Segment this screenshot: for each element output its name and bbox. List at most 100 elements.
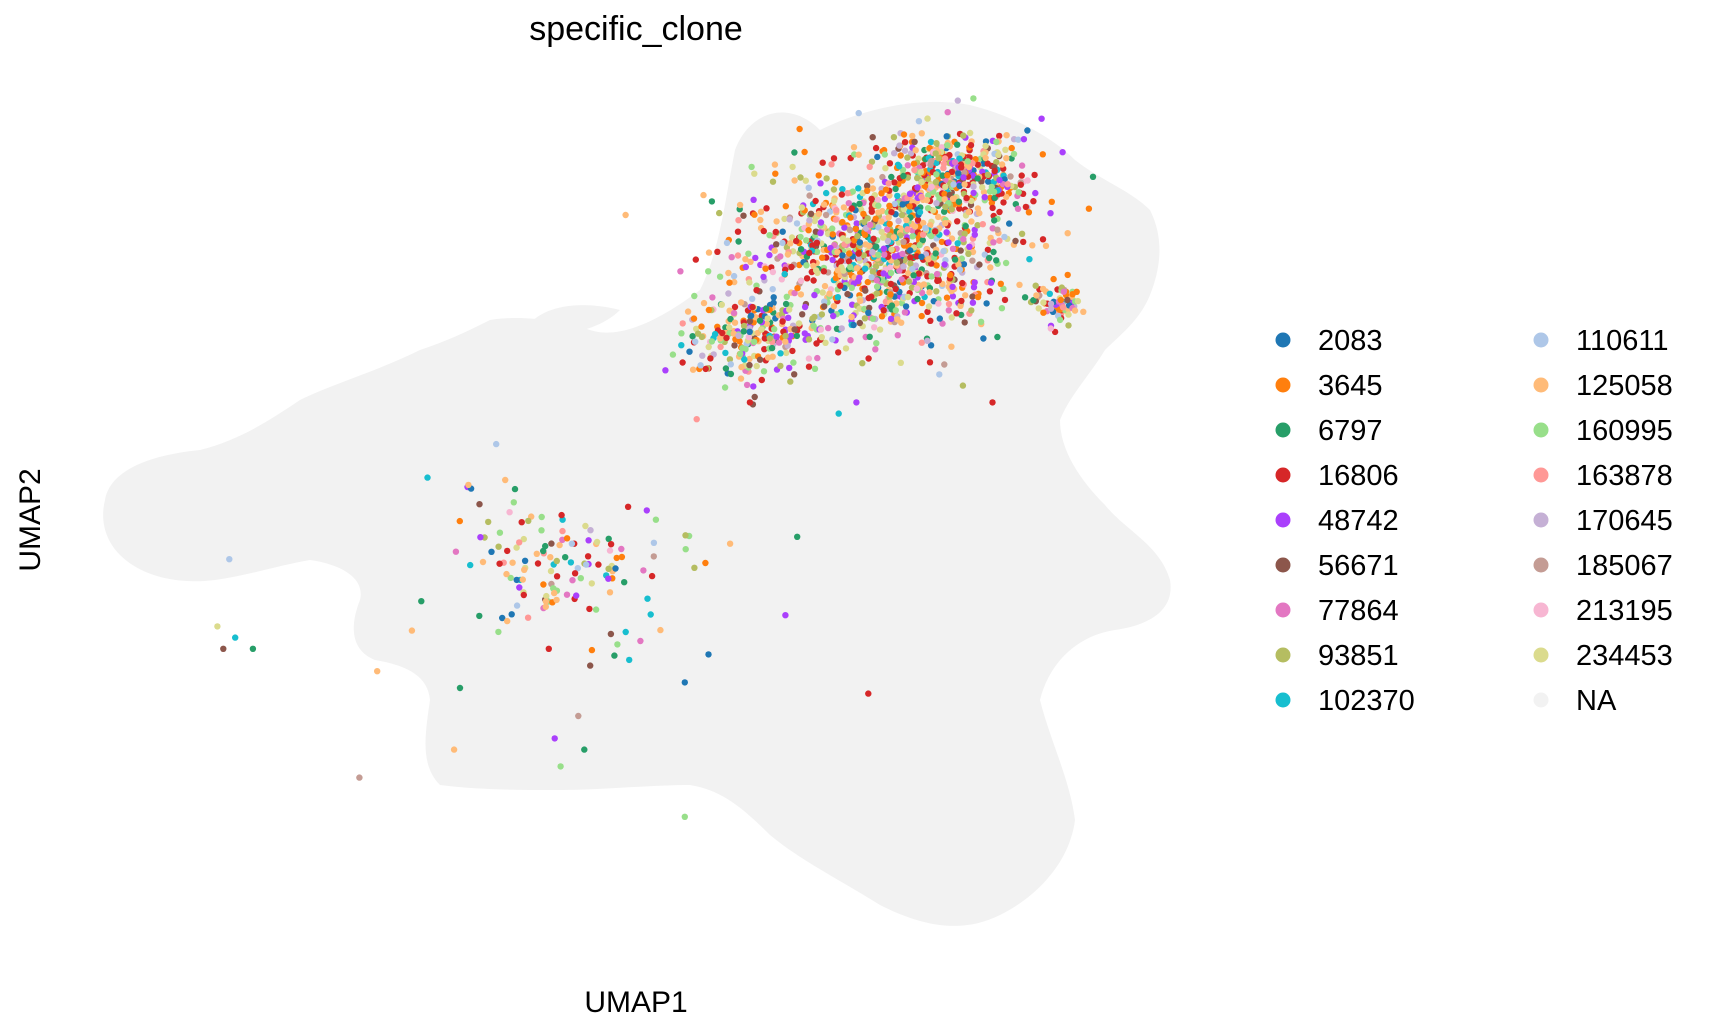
point-125058-1849 bbox=[853, 265, 861, 272]
point-48742-1518 bbox=[854, 278, 862, 285]
point-125058-1749 bbox=[725, 269, 732, 277]
point-16806-1410 bbox=[986, 288, 994, 295]
point-125058-633 bbox=[700, 299, 708, 307]
point-93851-87 bbox=[993, 159, 1000, 166]
point-48742-1248 bbox=[1047, 210, 1054, 217]
point-77864-1601 bbox=[933, 270, 941, 278]
point-93851-1670 bbox=[873, 290, 880, 297]
point-6797-1853 bbox=[791, 149, 798, 156]
point-3645-1656 bbox=[1069, 291, 1076, 298]
point-48742-1721 bbox=[943, 229, 950, 236]
point-213195-1767 bbox=[778, 276, 785, 283]
legend-marker-na bbox=[1533, 692, 1549, 708]
point-213195-436 bbox=[506, 509, 513, 516]
point-16806-668 bbox=[830, 155, 838, 162]
legend-item-125058: 125058 bbox=[1533, 370, 1673, 402]
point-185067-1943 bbox=[356, 774, 363, 781]
legend-label-6797: 6797 bbox=[1318, 415, 1383, 447]
point-163878-374 bbox=[735, 217, 742, 224]
point-16806-1913 bbox=[758, 376, 765, 384]
point-163878-1822 bbox=[885, 180, 892, 187]
point-125058-1791 bbox=[1039, 285, 1047, 293]
point-3645-1848 bbox=[864, 187, 871, 194]
point-125058-1662 bbox=[1071, 307, 1079, 314]
point-3645-1082 bbox=[941, 190, 948, 198]
point-185067-629 bbox=[822, 211, 830, 219]
point-125058-1931 bbox=[965, 208, 972, 216]
point-125058-712 bbox=[918, 130, 925, 137]
point-110611-746 bbox=[650, 539, 658, 546]
legend-label-125058: 125058 bbox=[1576, 370, 1673, 402]
point-48742-971 bbox=[971, 226, 978, 234]
point-16806-1497 bbox=[892, 285, 899, 293]
point-6797-1387 bbox=[993, 257, 1000, 264]
point-3645-916 bbox=[613, 554, 620, 562]
point-125058-1790 bbox=[885, 214, 892, 221]
point-77864-775 bbox=[825, 324, 832, 332]
point-125058-319 bbox=[737, 299, 745, 306]
point-2083-129 bbox=[927, 342, 935, 349]
point-234453-1682 bbox=[1002, 146, 1009, 153]
point-170645-1873 bbox=[699, 352, 706, 359]
point-234453-915 bbox=[783, 349, 790, 357]
point-48742-1131 bbox=[811, 291, 818, 299]
point-93851-1089 bbox=[961, 230, 968, 237]
point-16806-895 bbox=[534, 560, 542, 567]
point-234453-1693 bbox=[917, 168, 925, 176]
point-6797-1385 bbox=[722, 365, 730, 372]
point-160995-1625 bbox=[909, 233, 916, 240]
point-125058-1154 bbox=[731, 319, 739, 326]
point-93851-936 bbox=[485, 518, 492, 526]
point-6797-1751 bbox=[797, 246, 805, 253]
point-163878-1323 bbox=[941, 155, 949, 162]
point-56671-1502 bbox=[869, 134, 876, 141]
point-16806-1876 bbox=[753, 287, 760, 294]
legend-item-na: NA bbox=[1533, 685, 1617, 717]
point-48742-1795 bbox=[760, 273, 767, 281]
point-163878-3 bbox=[679, 320, 686, 327]
point-234453-357 bbox=[822, 339, 829, 346]
point-16806-1044 bbox=[887, 280, 895, 288]
point-6797-1268 bbox=[974, 175, 981, 182]
point-93851-1672 bbox=[960, 132, 967, 139]
point-2083-1210 bbox=[955, 169, 962, 177]
point-6797-1701 bbox=[910, 272, 917, 279]
point-234453-1481 bbox=[879, 234, 887, 241]
point-125058-1761 bbox=[757, 208, 765, 215]
legend-item-3645: 3645 bbox=[1275, 370, 1383, 402]
legend-item-16806: 16806 bbox=[1275, 460, 1399, 492]
point-2083-1528 bbox=[508, 611, 515, 618]
point-77864-1068 bbox=[898, 276, 905, 283]
legend-item-6797: 6797 bbox=[1275, 415, 1383, 447]
point-16806-1318 bbox=[779, 318, 786, 325]
point-77864-74 bbox=[945, 307, 952, 314]
point-16806-1716 bbox=[749, 303, 756, 311]
point-6797-1889 bbox=[892, 185, 899, 193]
point-93851-667 bbox=[525, 517, 532, 525]
legend-label-3645: 3645 bbox=[1318, 370, 1383, 402]
point-2083-1368 bbox=[513, 576, 520, 584]
point-160995-1835 bbox=[495, 628, 502, 636]
point-102370-730 bbox=[424, 474, 431, 481]
legend-label-2083: 2083 bbox=[1318, 325, 1383, 357]
point-16806-1111 bbox=[731, 303, 739, 311]
point-110611-845 bbox=[793, 220, 801, 227]
point-93851-1895 bbox=[935, 155, 942, 162]
point-77864-1469 bbox=[1060, 288, 1068, 295]
point-163878-1805 bbox=[911, 166, 918, 174]
point-16806-1482 bbox=[915, 270, 923, 277]
point-234453-994 bbox=[979, 184, 986, 191]
point-110611-1531 bbox=[868, 274, 875, 281]
point-160995-1252 bbox=[851, 151, 858, 158]
point-125058-1327 bbox=[830, 303, 838, 310]
point-125058-1880 bbox=[1042, 242, 1050, 250]
point-160995-1270 bbox=[873, 283, 881, 290]
point-6797-458 bbox=[990, 248, 997, 256]
point-93851-1014 bbox=[872, 263, 880, 270]
point-3645-740 bbox=[943, 294, 951, 301]
point-170645-1941 bbox=[924, 337, 931, 344]
legend-item-170645: 170645 bbox=[1533, 505, 1673, 537]
point-77864-701 bbox=[896, 267, 903, 274]
point-234453-1946 bbox=[876, 326, 884, 333]
point-125058-348 bbox=[622, 211, 629, 219]
